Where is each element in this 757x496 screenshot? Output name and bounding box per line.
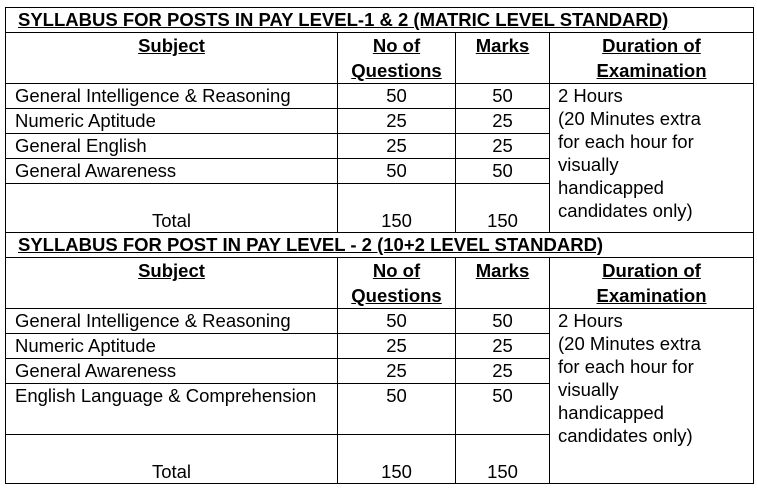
questions-cell: 50: [337, 383, 456, 435]
syllabus-table: SYLLABUS FOR POSTS IN PAY LEVEL-1 & 2 (M…: [5, 7, 754, 484]
section-title-row: SYLLABUS FOR POSTS IN PAY LEVEL-1 & 2 (M…: [5, 7, 754, 33]
duration-line: visually: [558, 154, 619, 175]
marks-cell: 50: [455, 383, 550, 435]
total-label: Total: [5, 183, 338, 233]
table-row: General Awareness 50 50: [5, 158, 754, 184]
subject-cell: General Intelligence & Reasoning: [5, 308, 338, 334]
table-row: General Intelligence & Reasoning 50 50 2 …: [5, 83, 754, 233]
marks-cell: 25: [455, 333, 550, 359]
section-title: SYLLABUS FOR POSTS IN PAY LEVEL-1 & 2 (M…: [5, 7, 754, 33]
marks-cell: 50: [455, 158, 550, 184]
duration-line: visually: [558, 379, 619, 400]
table-row: General Awareness 25 25: [5, 358, 754, 384]
marks-cell: 25: [455, 133, 550, 159]
total-marks: 150: [455, 183, 550, 233]
table-row: English Language & Comprehension 50 50: [5, 383, 754, 435]
duration-line: candidates only): [558, 425, 693, 446]
marks-cell: 25: [455, 358, 550, 384]
header-questions: No of Questions: [337, 32, 456, 84]
total-label: Total: [5, 434, 338, 484]
subject-cell: General Awareness: [5, 158, 338, 184]
marks-cell: 50: [455, 83, 550, 109]
subject-cell: General Intelligence & Reasoning: [5, 83, 338, 109]
section-title: SYLLABUS FOR POST IN PAY LEVEL - 2 (10+2…: [5, 232, 754, 258]
total-row: Total 150 150: [5, 183, 754, 233]
total-questions: 150: [337, 183, 456, 233]
table-row: Numeric Aptitude 25 25: [5, 108, 754, 134]
duration-line: candidates only): [558, 200, 693, 221]
duration-line: (20 Minutes extra: [558, 333, 701, 354]
questions-cell: 50: [337, 308, 456, 334]
subject-cell: Numeric Aptitude: [5, 108, 338, 134]
header-marks: Marks: [455, 257, 550, 309]
marks-cell: 25: [455, 108, 550, 134]
section-title-row: SYLLABUS FOR POST IN PAY LEVEL - 2 (10+2…: [5, 232, 754, 258]
duration-line: (20 Minutes extra: [558, 108, 701, 129]
header-duration: Duration of Examination: [549, 257, 754, 309]
header-marks: Marks: [455, 32, 550, 84]
duration-line: 2 Hours: [558, 310, 623, 331]
total-marks: 150: [455, 434, 550, 484]
duration-line: handicapped: [558, 177, 664, 198]
questions-cell: 25: [337, 133, 456, 159]
header-duration: Duration of Examination: [549, 32, 754, 84]
table-row: General Intelligence & Reasoning 50 50 2 …: [5, 308, 754, 484]
questions-cell: 50: [337, 158, 456, 184]
duration-line: for each hour for: [558, 131, 694, 152]
duration-line: handicapped: [558, 402, 664, 423]
header-row: Subject No of Questions Marks Duration of…: [5, 32, 754, 84]
questions-cell: 25: [337, 108, 456, 134]
questions-cell: 25: [337, 333, 456, 359]
table-row: General English 25 25: [5, 133, 754, 159]
subject-cell: English Language & Comprehension: [5, 383, 338, 435]
header-questions: No of Questions: [337, 257, 456, 309]
duration-line: 2 Hours: [558, 85, 623, 106]
table-row: Numeric Aptitude 25 25: [5, 333, 754, 359]
duration-cell: 2 Hours (20 Minutes extra for each hour fo…: [549, 308, 754, 484]
subject-cell: General English: [5, 133, 338, 159]
questions-cell: 25: [337, 358, 456, 384]
total-row: Total 150 150: [5, 434, 754, 484]
subject-cell: General Awareness: [5, 358, 338, 384]
total-questions: 150: [337, 434, 456, 484]
subject-cell: Numeric Aptitude: [5, 333, 338, 359]
questions-cell: 50: [337, 83, 456, 109]
header-subject: Subject: [5, 257, 338, 309]
duration-line: for each hour for: [558, 356, 694, 377]
header-row: Subject No of Questions Marks Duration of…: [5, 257, 754, 309]
duration-cell: 2 Hours (20 Minutes extra for each hour fo…: [549, 83, 754, 233]
header-subject: Subject: [5, 32, 338, 84]
marks-cell: 50: [455, 308, 550, 334]
